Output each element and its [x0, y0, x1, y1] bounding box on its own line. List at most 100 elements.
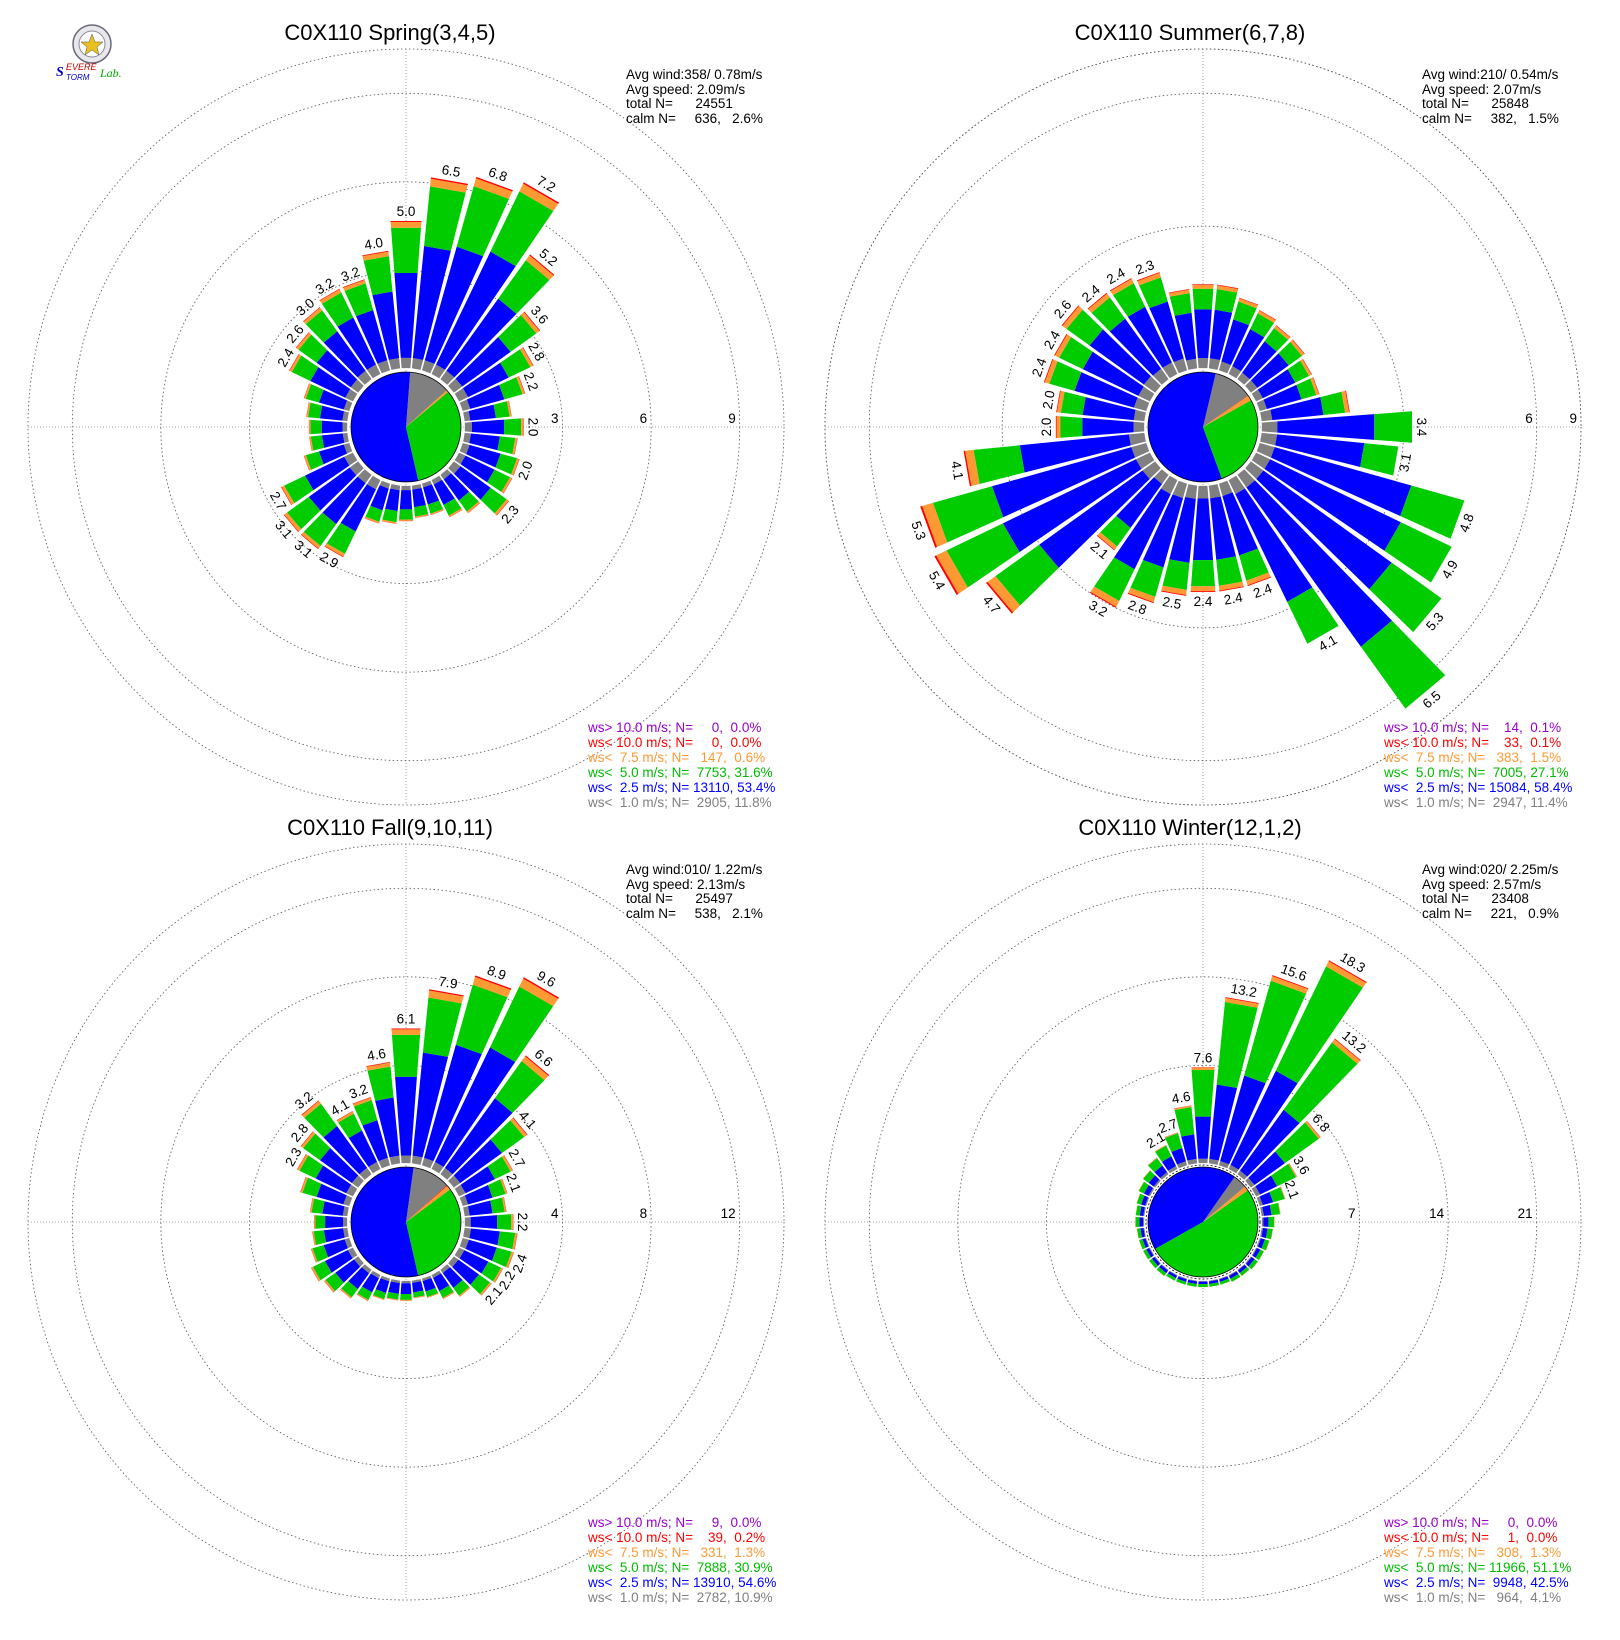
bar-seg-lt10	[1265, 1240, 1270, 1251]
stats-winter: Avg wind:020/ 2.25m/s Avg speed: 2.57m/s…	[1422, 862, 1559, 921]
bar-seg-lt25	[1209, 309, 1233, 361]
bar-dir-250	[920, 442, 1150, 548]
bar-seg-lt1	[347, 1247, 358, 1259]
bar-seg-lt5	[386, 1292, 399, 1300]
bar-dir-330	[319, 288, 381, 379]
bar-seg-lt5	[303, 512, 337, 546]
legend-summer: ws> 10.0 m/s; N= 14, 0.1% ws< 10.0 m/s; …	[1384, 720, 1572, 810]
bar-dir-310	[295, 332, 364, 393]
bar-seg-lt1	[1198, 1158, 1208, 1164]
bar-seg-lt1	[440, 1167, 453, 1180]
bar-dir-140	[1237, 469, 1446, 709]
bar-seg-lt25	[315, 1165, 352, 1194]
bar-seg-lt75	[520, 312, 540, 334]
bar-seg-lt75	[386, 1297, 399, 1301]
bar-dir-150	[431, 475, 463, 518]
bar-dir-270	[1055, 415, 1145, 439]
bar-seg-lt25	[1194, 309, 1212, 359]
bar-seg-lt25	[1248, 1151, 1285, 1185]
bar-seg-lt25	[370, 485, 389, 511]
bar-seg-lt1	[388, 358, 401, 370]
bar-seg-lt25	[322, 1201, 345, 1216]
bar-dir-140	[440, 1264, 471, 1297]
bar-seg-lt25	[1148, 1175, 1160, 1187]
bar-seg-lt1	[1148, 1187, 1155, 1197]
bar-seg-lt5	[414, 505, 429, 517]
bar-seg-lt75	[428, 990, 464, 1004]
bar-dir-280	[1056, 390, 1146, 422]
bar-seg-lt10	[1138, 1181, 1144, 1191]
bar-seg-lt1	[380, 1275, 391, 1282]
bar-seg-lt10	[415, 515, 429, 519]
bar-dir-180	[1198, 1280, 1208, 1288]
bar-seg-lt5	[973, 445, 1025, 484]
legend-lt75: ws< 7.5 m/s; N= 308, 1.3%	[1384, 1545, 1562, 1560]
bar-seg-lt75	[304, 383, 312, 399]
bar-seg-lt1	[1197, 485, 1209, 499]
bar-seg-lt1	[463, 432, 472, 444]
calm-pie-lt25	[1147, 1166, 1235, 1250]
bar-seg-lt5	[490, 1197, 505, 1214]
bar-seg-lt75	[1056, 415, 1061, 439]
calm-pie-lt1	[1203, 1176, 1246, 1222]
bar-seg-lt25	[1259, 1191, 1274, 1206]
bar-seg-lt25	[400, 1283, 412, 1295]
bar-seg-lt10	[386, 1298, 399, 1301]
bar-seg-lt75	[521, 418, 524, 436]
bar-dir-60	[454, 1155, 514, 1197]
bar-seg-lt10	[496, 500, 510, 516]
bar-seg-lt5	[1264, 327, 1289, 352]
bar-seg-lt75	[303, 307, 323, 325]
bar-value-label: 2.4	[1194, 594, 1213, 609]
bar-dir-310	[1142, 1170, 1161, 1188]
bar-seg-lt10	[366, 1061, 391, 1067]
bar-value-label: 2.0	[1040, 389, 1058, 410]
bar-seg-lt10	[302, 307, 321, 322]
bar-seg-lt10	[467, 502, 481, 514]
bar-seg-lt75	[1186, 1285, 1197, 1287]
calm-n: calm N= 636, 2.6%	[626, 110, 763, 126]
bar-seg-lt5	[1239, 1267, 1250, 1276]
bar-seg-lt1	[1251, 1186, 1261, 1197]
legend-fall: ws> 10.0 m/s; N= 9, 0.0% ws< 10.0 m/s; N…	[588, 1515, 776, 1605]
legend-gt10: ws> 10.0 m/s; N= 0, 0.0%	[588, 720, 762, 735]
bar-seg-lt1	[440, 370, 455, 385]
bar-seg-lt25	[1210, 496, 1236, 560]
bar-seg-lt1	[1208, 1279, 1218, 1282]
legend-lt1: ws< 1.0 m/s; N= 2947, 11.4%	[1384, 795, 1568, 810]
bar-seg-lt1	[1167, 1165, 1178, 1174]
bar-dir-280	[306, 402, 349, 422]
bar-seg-lt5	[1283, 1042, 1358, 1124]
bar-seg-lt1	[1145, 1197, 1150, 1207]
bar-seg-lt75	[501, 477, 513, 494]
bar-seg-lt5	[1244, 980, 1307, 1084]
wind-rose-panel-1: 3693.43.14.84.95.36.54.12.42.42.42.52.83…	[824, 48, 1582, 806]
bar-dir-190	[1186, 1279, 1198, 1288]
bar-seg-lt10	[1056, 390, 1061, 413]
bar-seg-lt75	[336, 1111, 354, 1123]
bar-seg-lt75	[1137, 272, 1161, 286]
bar-seg-lt75	[390, 221, 422, 228]
bar-seg-lt5	[1360, 443, 1399, 476]
bar-seg-lt10	[525, 1055, 550, 1076]
bar-seg-lt25	[1151, 1256, 1161, 1266]
calm-pie-lt75	[1203, 1186, 1248, 1222]
bar-dir-10	[411, 177, 468, 370]
bar-dir-180	[1190, 485, 1216, 592]
bar-seg-lt5	[1186, 1282, 1197, 1287]
bar-seg-lt25	[1221, 319, 1249, 365]
bar-seg-lt1	[1133, 397, 1150, 412]
bar-value-label: 2.4	[1223, 590, 1245, 608]
bar-seg-lt5	[1066, 309, 1104, 346]
bar-seg-lt25	[455, 337, 511, 387]
bar-seg-lt5	[413, 1290, 425, 1298]
calm-pie-lt25	[1148, 372, 1222, 482]
bar-seg-lt25	[1174, 312, 1197, 361]
svg-text:TORM: TORM	[66, 73, 90, 82]
calm-pie-lt10	[1203, 395, 1249, 427]
bar-dir-0	[391, 1028, 421, 1164]
bar-seg-lt25	[468, 1200, 493, 1216]
bar-seg-lt75	[1056, 390, 1065, 413]
bar-seg-lt10	[513, 458, 520, 476]
bar-dir-350	[1168, 288, 1198, 370]
